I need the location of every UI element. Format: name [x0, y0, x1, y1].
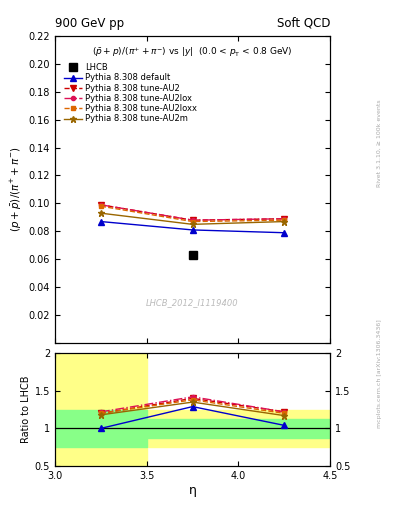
Y-axis label: $(p+\bar{p})/(\pi^{+}+\pi^{-})$: $(p+\bar{p})/(\pi^{+}+\pi^{-})$ [9, 146, 24, 232]
Pythia 8.308 default [282, 230, 286, 236]
Pythia 8.308 tune-AU2lox [99, 202, 103, 208]
Text: LHCB_2012_I1119400: LHCB_2012_I1119400 [146, 298, 239, 308]
Pythia 8.308 tune-AU2m [282, 219, 286, 225]
Legend: LHCB, Pythia 8.308 default, Pythia 8.308 tune-AU2, Pythia 8.308 tune-AU2lox, Pyt: LHCB, Pythia 8.308 default, Pythia 8.308… [62, 61, 199, 125]
Text: Soft QCD: Soft QCD [277, 16, 330, 30]
Pythia 8.308 tune-AU2lox [282, 216, 286, 222]
Text: Rivet 3.1.10, ≥ 100k events: Rivet 3.1.10, ≥ 100k events [377, 99, 382, 187]
Line: Pythia 8.308 tune-AU2: Pythia 8.308 tune-AU2 [98, 202, 287, 223]
Pythia 8.308 tune-AU2loxx [190, 219, 195, 225]
Text: 900 GeV pp: 900 GeV pp [55, 16, 124, 30]
Text: mcplots.cern.ch [arXiv:1306.3436]: mcplots.cern.ch [arXiv:1306.3436] [377, 319, 382, 428]
Pythia 8.308 tune-AU2loxx [99, 203, 103, 209]
Pythia 8.308 tune-AU2 [190, 217, 195, 223]
Line: Pythia 8.308 tune-AU2loxx: Pythia 8.308 tune-AU2loxx [99, 204, 286, 224]
Pythia 8.308 tune-AU2m [190, 221, 195, 227]
Line: Pythia 8.308 default: Pythia 8.308 default [98, 219, 287, 236]
Pythia 8.308 default [190, 227, 195, 233]
Pythia 8.308 default [99, 219, 103, 225]
Text: $(\bar{p}+p)/(\pi^{+}+\pi^{-})$ vs $|y|$  (0.0 < $p_{\rm T}$ < 0.8 GeV): $(\bar{p}+p)/(\pi^{+}+\pi^{-})$ vs $|y|$… [92, 45, 293, 59]
Y-axis label: Ratio to LHCB: Ratio to LHCB [20, 376, 31, 443]
Pythia 8.308 tune-AU2m [99, 210, 103, 216]
Pythia 8.308 tune-AU2loxx [282, 217, 286, 223]
Pythia 8.308 tune-AU2 [99, 202, 103, 208]
Pythia 8.308 tune-AU2 [282, 216, 286, 222]
X-axis label: η: η [189, 483, 196, 497]
Line: Pythia 8.308 tune-AU2lox: Pythia 8.308 tune-AU2lox [99, 203, 286, 222]
Line: Pythia 8.308 tune-AU2m: Pythia 8.308 tune-AU2m [97, 210, 288, 228]
Pythia 8.308 tune-AU2lox [190, 217, 195, 223]
